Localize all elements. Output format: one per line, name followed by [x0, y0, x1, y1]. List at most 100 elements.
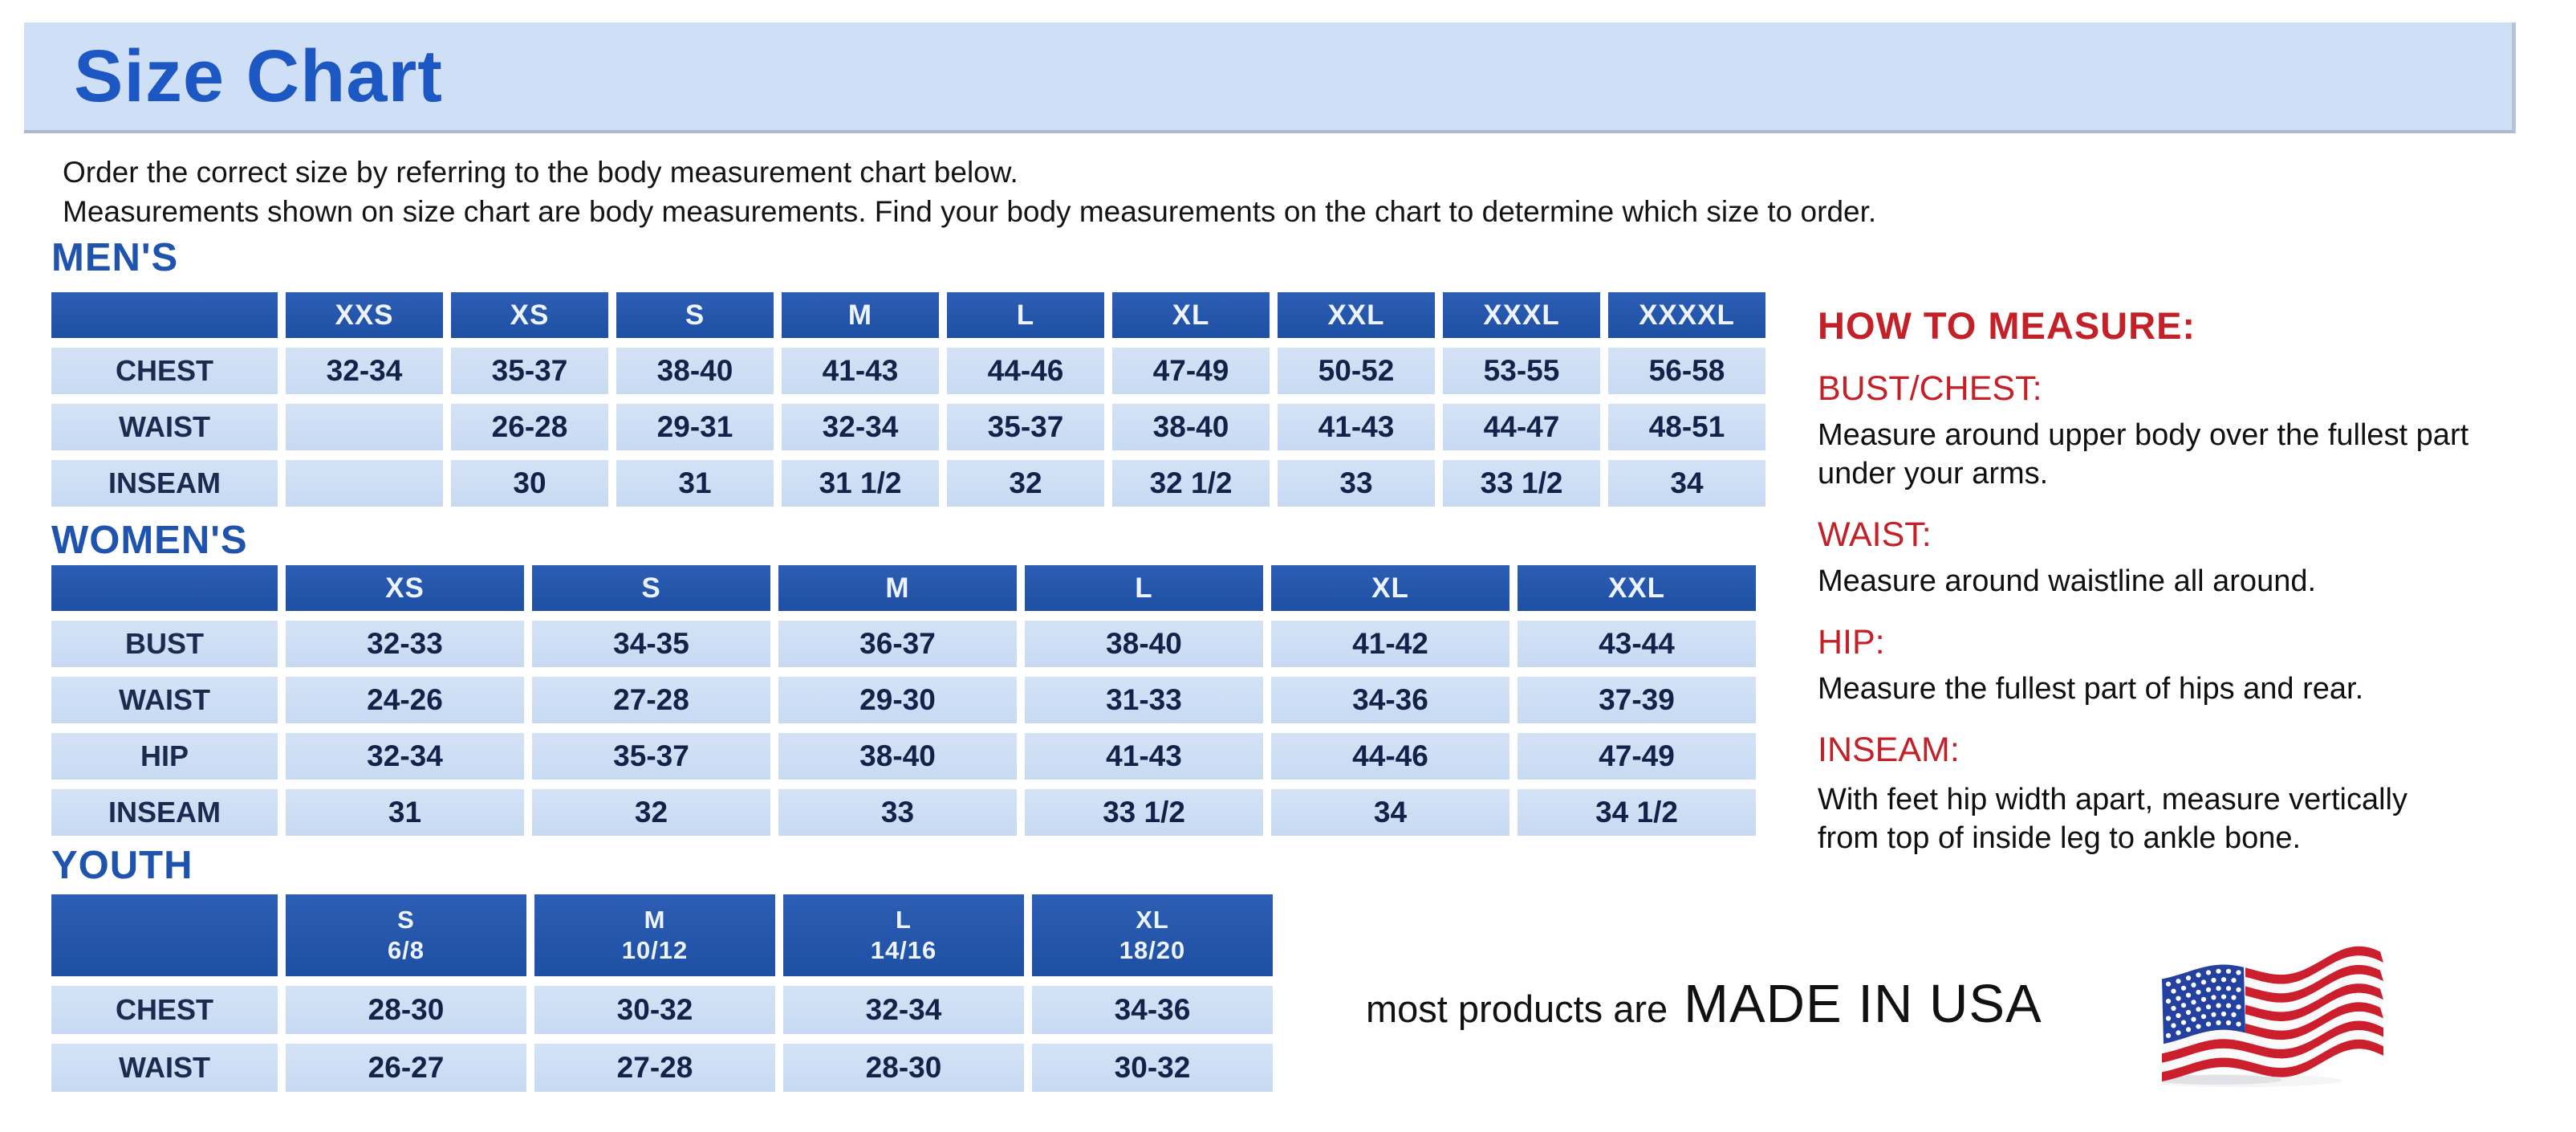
intro-text: Order the correct size by referring to t…	[63, 153, 1876, 231]
size-value-cell: 44-46	[947, 348, 1104, 394]
column-header-cell: XL	[1112, 292, 1270, 338]
measure-section-waist: WAIST: Measure around waistline all arou…	[1818, 514, 2576, 601]
size-value-cell: 28-30	[783, 1044, 1024, 1092]
measure-label: HIP:	[1818, 623, 1885, 662]
row-label-cell: CHEST	[51, 986, 278, 1034]
size-value-cell: 36-37	[778, 621, 1017, 667]
intro-line-1: Order the correct size by referring to t…	[63, 156, 1018, 189]
column-header-cell: M	[778, 565, 1017, 611]
size-value-cell: 28-30	[286, 986, 526, 1034]
size-value-cell: 34	[1271, 789, 1509, 836]
size-value-cell: 27-28	[532, 677, 770, 723]
column-header-cell: S 6/8	[286, 894, 526, 976]
column-header-cell: XXL	[1518, 565, 1756, 611]
measure-section-inseam: INSEAM: With feet hip width apart, measu…	[1818, 729, 2576, 857]
size-value-cell: 32-33	[286, 621, 524, 667]
size-value-cell	[286, 404, 443, 450]
us-flag-icon	[2162, 946, 2383, 1087]
size-value-cell: 34-36	[1032, 986, 1273, 1034]
size-value-cell: 38-40	[616, 348, 774, 394]
size-value-cell	[286, 460, 443, 507]
youth-size-table: S 6/8 M 10/12 L 14/16 XL 18/20 CHEST 28-30 30-32 32…	[51, 894, 1273, 1092]
row-label-cell: INSEAM	[51, 789, 278, 836]
size-value-cell: 41-43	[1278, 404, 1435, 450]
size-value-cell: 24-26	[286, 677, 524, 723]
measure-section-bust-chest: BUST/CHEST: Measure around upper body ov…	[1818, 368, 2576, 493]
size-value-cell: 32	[947, 460, 1104, 507]
measure-label: INSEAM:	[1818, 731, 1960, 769]
size-value-cell: 33 1/2	[1025, 789, 1263, 836]
row-label-cell: CHEST	[51, 348, 278, 394]
size-value-cell: 33 1/2	[1443, 460, 1600, 507]
column-header-cell: XL	[1271, 565, 1509, 611]
measure-text: Measure around waistline all around.	[1818, 564, 2317, 598]
size-value-cell: 32-34	[286, 348, 443, 394]
size-value-cell: 47-49	[1112, 348, 1270, 394]
row-label-cell: WAIST	[51, 1044, 278, 1092]
column-header-cell: XXXL	[1443, 292, 1600, 338]
measure-section-hip: HIP: Measure the fullest part of hips an…	[1818, 621, 2576, 708]
womens-heading: WOMEN'S	[51, 519, 248, 562]
size-value-cell: 38-40	[1112, 404, 1270, 450]
row-label-cell: HIP	[51, 733, 278, 780]
column-header-cell: XXS	[286, 292, 443, 338]
size-value-cell: 29-31	[616, 404, 774, 450]
size-value-cell: 31	[286, 789, 524, 836]
size-value-cell: 26-28	[451, 404, 608, 450]
measure-text: With feet hip width apart, measure verti…	[1818, 783, 2407, 855]
size-value-cell: 44-46	[1271, 733, 1509, 780]
youth-heading: YOUTH	[51, 844, 193, 887]
table-corner-cell	[51, 894, 278, 976]
size-value-cell: 35-37	[947, 404, 1104, 450]
how-to-measure-panel: HOW TO MEASURE: BUST/CHEST: Measure arou…	[1818, 303, 2576, 857]
title-banner: Size Chart	[24, 22, 2516, 133]
row-label-cell: WAIST	[51, 677, 278, 723]
size-value-cell: 48-51	[1608, 404, 1765, 450]
measure-text: Measure the fullest part of hips and rea…	[1818, 672, 2364, 706]
size-value-cell: 32 1/2	[1112, 460, 1270, 507]
size-value-cell: 26-27	[286, 1044, 526, 1092]
row-label-cell: BUST	[51, 621, 278, 667]
size-value-cell: 38-40	[778, 733, 1017, 780]
size-value-cell: 41-43	[1025, 733, 1263, 780]
intro-line-2: Measurements shown on size chart are bod…	[63, 195, 1877, 228]
size-value-cell: 32-34	[783, 986, 1024, 1034]
size-value-cell: 47-49	[1518, 733, 1756, 780]
measure-text: Measure around upper body over the fulle…	[1818, 418, 2469, 491]
mens-size-table: XXS XS S M L XL XXL XXXL XXXXL CHEST 32-34 35-37 38-…	[51, 292, 1765, 507]
column-header-cell: XS	[286, 565, 524, 611]
column-header-cell: L 14/16	[783, 894, 1024, 976]
size-value-cell: 34-35	[532, 621, 770, 667]
size-value-cell: 31-33	[1025, 677, 1263, 723]
size-value-cell: 32-34	[286, 733, 524, 780]
column-header-cell: XL 18/20	[1032, 894, 1273, 976]
how-to-measure-heading: HOW TO MEASURE:	[1818, 304, 2196, 347]
size-value-cell: 53-55	[1443, 348, 1600, 394]
size-value-cell: 32	[532, 789, 770, 836]
size-value-cell: 30-32	[534, 986, 775, 1034]
column-header-cell: M 10/12	[534, 894, 775, 976]
column-header-cell: XXL	[1278, 292, 1435, 338]
column-header-cell: L	[947, 292, 1104, 338]
size-value-cell: 50-52	[1278, 348, 1435, 394]
table-corner-cell	[51, 292, 278, 338]
column-header-cell: M	[782, 292, 939, 338]
size-value-cell: 27-28	[534, 1044, 775, 1092]
size-value-cell: 37-39	[1518, 677, 1756, 723]
column-header-cell: S	[532, 565, 770, 611]
column-header-cell: XS	[451, 292, 608, 338]
column-header-cell: L	[1025, 565, 1263, 611]
size-value-cell: 35-37	[532, 733, 770, 780]
size-value-cell: 31 1/2	[782, 460, 939, 507]
size-value-cell: 56-58	[1608, 348, 1765, 394]
made-in-usa-note: most products are MADE IN USA	[1366, 973, 2042, 1035]
womens-size-table: XS S M L XL XXL BUST 32-33 34-35 36-37 38-40 41-42 4…	[51, 565, 1756, 836]
row-label-cell: INSEAM	[51, 460, 278, 507]
size-value-cell: 41-43	[782, 348, 939, 394]
size-value-cell: 33	[1278, 460, 1435, 507]
measure-label: BUST/CHEST:	[1818, 369, 2042, 408]
size-value-cell: 34 1/2	[1518, 789, 1756, 836]
size-value-cell: 31	[616, 460, 774, 507]
made-in-usa-prefix: most products are	[1366, 987, 1668, 1030]
